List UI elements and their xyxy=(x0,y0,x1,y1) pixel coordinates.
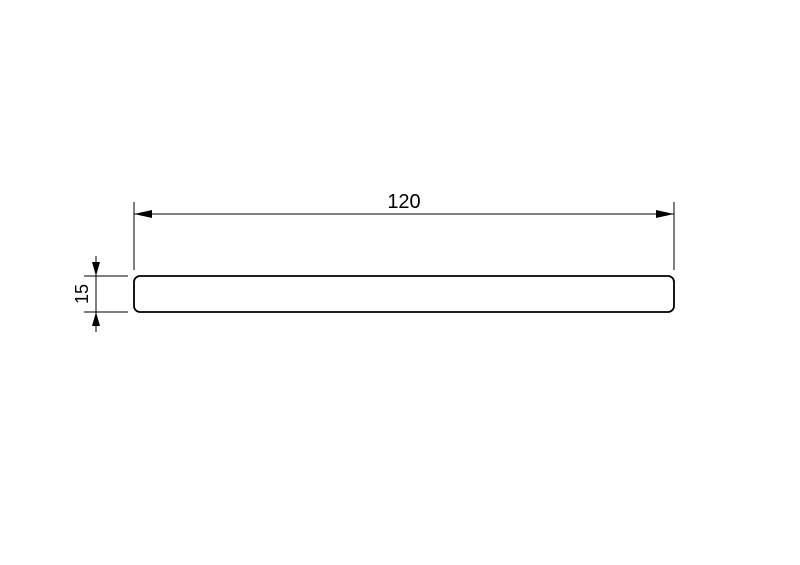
technical-drawing: 120 15 xyxy=(0,0,800,565)
part-profile xyxy=(134,276,674,312)
height-dimension: 15 xyxy=(72,256,128,332)
width-dim-label: 120 xyxy=(387,191,420,213)
height-arrow-bottom xyxy=(92,312,100,326)
height-dim-label: 15 xyxy=(72,284,92,304)
height-arrow-top xyxy=(92,262,100,276)
width-arrow-left xyxy=(134,210,152,218)
width-arrow-right xyxy=(656,210,674,218)
width-dimension: 120 xyxy=(134,191,674,270)
